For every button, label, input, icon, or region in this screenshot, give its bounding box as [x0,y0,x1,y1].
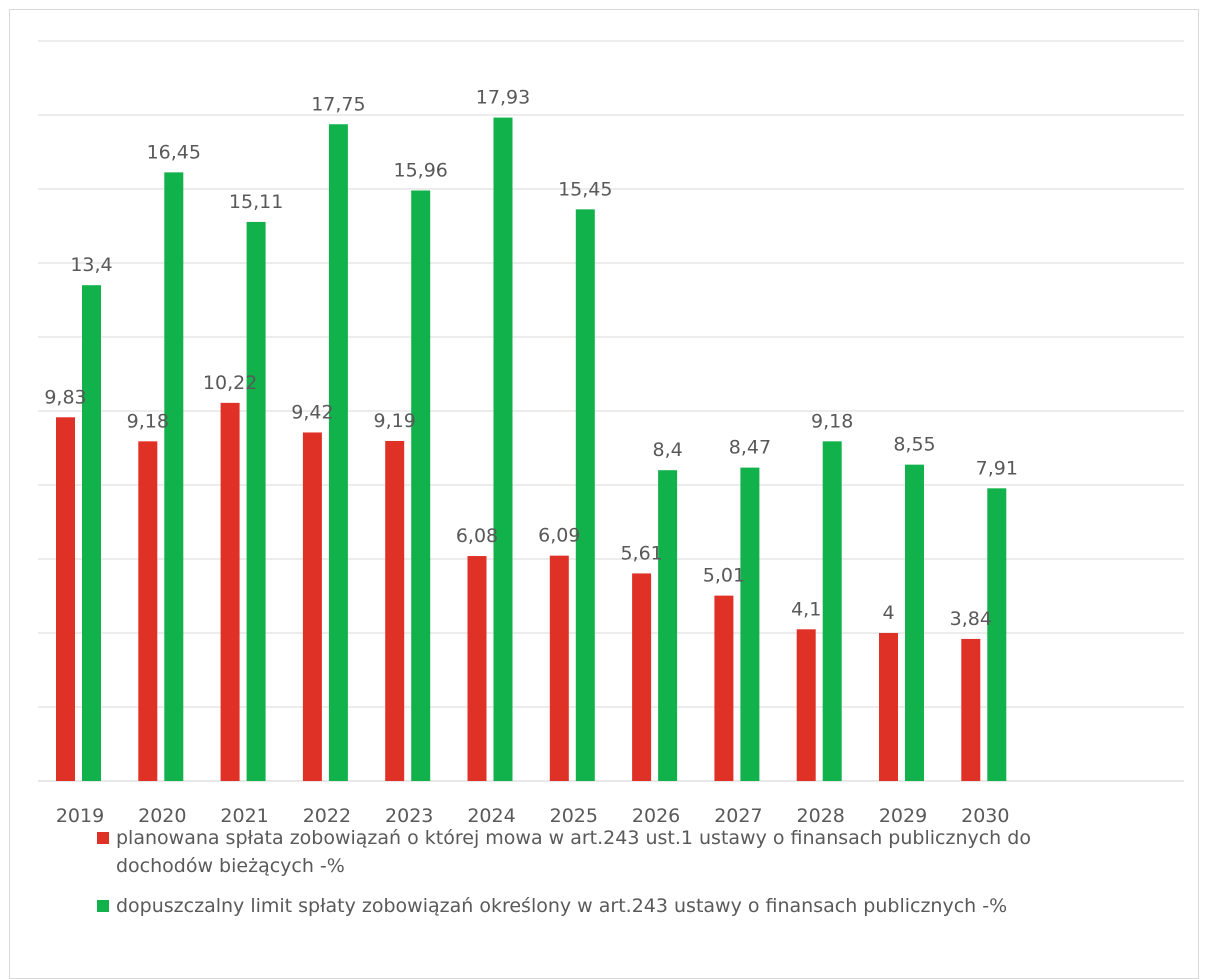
legend-item-planned-repayment: planowana spłata zobowiązań o której mow… [92,824,1096,880]
x-tick-label-2023: 2023 [385,805,433,827]
data-label-limit-2029: 8,55 [893,434,935,456]
bar-planned-2022 [302,432,322,781]
x-tick-label-2029: 2029 [879,805,927,827]
x-tick-label-2019: 2019 [56,805,104,827]
data-label-limit-2022: 17,75 [311,93,365,115]
data-label-limit-2021: 15,11 [229,191,283,213]
x-tick-label-2028: 2028 [797,805,845,827]
x-tick-label-2020: 2020 [138,805,186,827]
bar-planned-2029 [879,633,898,781]
x-tick-label-2021: 2021 [220,805,268,827]
data-label-planned-2019: 9,83 [44,386,86,408]
data-label-planned-2024: 6,08 [456,525,498,547]
x-tick-label-2024: 2024 [467,805,515,827]
legend-swatch-red [97,832,109,844]
data-label-planned-2025: 6,09 [538,525,580,547]
bar-limit-2022 [328,124,348,781]
x-tick-label-2026: 2026 [632,805,680,827]
x-tick-label-2025: 2025 [550,805,598,827]
bar-planned-2020 [138,441,158,781]
bar-limit-2019 [82,285,101,781]
data-label-limit-2026: 8,4 [652,439,682,461]
bar-planned-2023 [385,440,405,781]
legend-label-allowed-limit: dopuszczalny limit spłaty zobowiązań okr… [116,895,1008,917]
data-label-planned-2029: 4 [882,602,894,624]
x-tick-label-2030: 2030 [961,805,1009,827]
data-label-planned-2026: 5,61 [620,542,662,564]
bar-limit-2028 [822,441,842,781]
bar-limit-2020 [164,172,184,782]
bar-planned-2019 [56,417,75,781]
bar-planned-2025 [549,555,569,781]
bar-limit-2024 [493,117,513,782]
data-label-planned-2021: 10,22 [203,372,257,394]
legend: planowana spłata zobowiązań o której mow… [92,824,1096,920]
data-label-planned-2030: 3,84 [950,608,992,630]
bar-limit-2021 [246,221,266,781]
bar-planned-2028 [796,629,816,781]
bar-limit-2027 [740,467,760,781]
x-axis-tick-labels: 2019 2020 2021 2022 2023 2024 2025 2026 2027 2028… [56,805,1010,827]
bar-planned-2026 [632,573,652,781]
data-label-limit-2028: 9,18 [811,410,853,432]
bars [56,117,1007,782]
legend-label-planned-repayment: planowana spłata zobowiązań o której mow… [116,827,1031,877]
data-label-limit-2019: 13,4 [70,254,112,276]
bar-planned-2027 [714,595,734,781]
bar-limit-2029 [905,464,924,781]
bar-limit-2030 [987,488,1007,781]
data-label-limit-2020: 16,45 [147,141,201,163]
x-tick-label-2027: 2027 [714,805,762,827]
data-label-planned-2020: 9,18 [127,410,169,432]
data-label-limit-2023: 15,96 [393,159,447,181]
data-labels: 9,83 13,4 9,18 16,45 10,22 15,11 9,42 17,75 9,19… [44,87,1018,630]
bar-limit-2025 [575,209,595,782]
data-label-limit-2024: 17,93 [476,87,530,109]
gridlines [38,40,1184,782]
data-label-planned-2022: 9,42 [291,401,333,423]
data-label-planned-2023: 9,19 [374,410,416,432]
data-label-limit-2027: 8,47 [729,437,771,459]
data-label-limit-2030: 7,91 [976,457,1018,479]
data-label-planned-2027: 5,01 [703,565,745,587]
legend-swatch-green [97,900,109,912]
legend-item-allowed-limit: dopuszczalny limit spłaty zobowiązań okr… [92,892,1096,920]
x-tick-label-2022: 2022 [303,805,351,827]
data-label-limit-2025: 15,45 [558,178,612,200]
bar-planned-2024 [467,556,487,781]
bar-planned-2021 [220,402,240,781]
bar-limit-2023 [411,190,431,782]
data-label-planned-2028: 4,1 [791,598,821,620]
bar-limit-2026 [658,470,678,781]
bar-planned-2030 [961,638,981,781]
